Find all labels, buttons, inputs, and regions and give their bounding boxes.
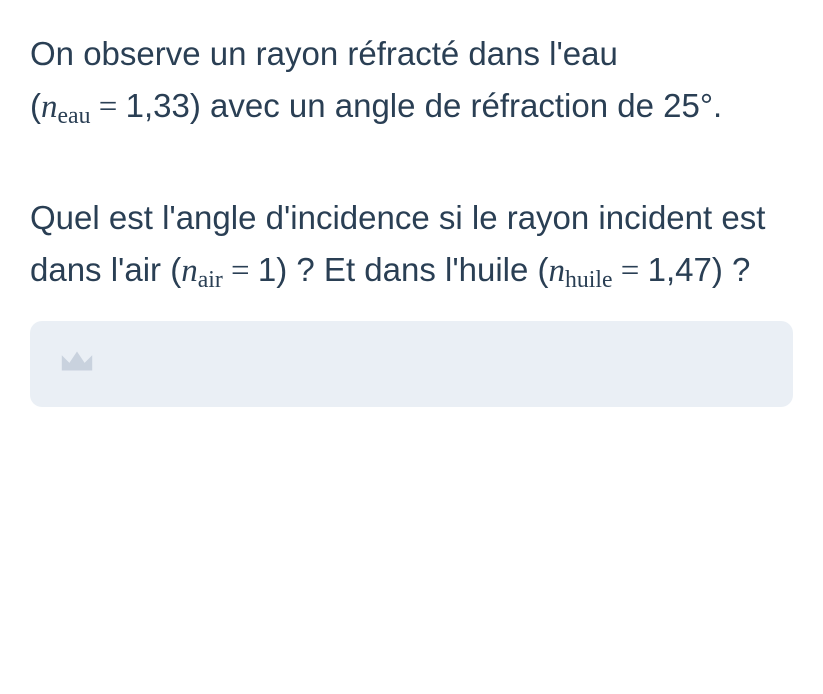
answer-box[interactable] — [30, 321, 793, 407]
p2-subscript2: huile — [565, 267, 613, 293]
p2-equals: = — [223, 253, 258, 289]
p1-subscript: eau — [58, 103, 91, 129]
p2-value: 1 — [258, 251, 276, 288]
crown-icon — [58, 347, 96, 375]
paragraph-2: Quel est l'angle d'incidence si le rayon… — [30, 192, 793, 300]
p2-value2: 1,47 — [648, 251, 712, 288]
problem-statement: On observe un rayon réfracté dans l'eau … — [30, 28, 793, 299]
p2-n-symbol: n — [181, 253, 198, 289]
p2-text-c: ) ? — [712, 251, 751, 288]
p1-value: 1,33 — [126, 87, 190, 124]
p2-subscript: air — [198, 267, 223, 293]
p1-text-b: ) avec un angle de réfraction de 25°. — [190, 87, 722, 124]
p2-text-b: ) ? Et dans l'huile ( — [276, 251, 548, 288]
p2-n2-symbol: n — [549, 253, 566, 289]
p1-n-symbol: n — [41, 89, 58, 125]
p1-equals: = — [90, 89, 125, 125]
paragraph-1: On observe un rayon réfracté dans l'eau … — [30, 28, 793, 136]
p2-equals2: = — [613, 253, 648, 289]
